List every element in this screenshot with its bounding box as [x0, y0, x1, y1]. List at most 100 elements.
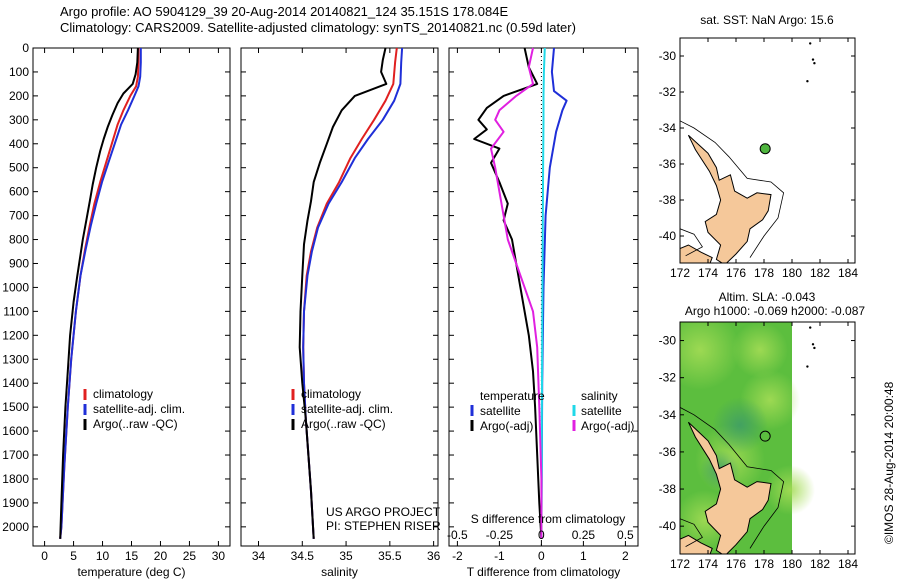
x-tick-label: 174: [698, 557, 718, 571]
x-tick-label: 35: [339, 549, 353, 563]
legend-label: Argo(-adj): [581, 419, 634, 433]
y-tick-label: 0: [22, 41, 29, 55]
x-axis-label: salinity: [321, 565, 358, 579]
y-tick-label: -36: [659, 157, 677, 171]
argo-float-marker: [759, 143, 771, 155]
sla-blob-dark: [712, 397, 768, 453]
sla-map-title: Altim. SLA: -0.043: [719, 290, 816, 304]
depth-contour: [680, 407, 785, 549]
x-tick-label-2: -0.5: [447, 528, 468, 542]
sla-blob: [680, 322, 740, 390]
y-tick-label: 1800: [2, 472, 29, 486]
x-tick-label: 25: [183, 549, 197, 563]
y-tick-label: -38: [659, 193, 677, 207]
x-tick-label: 178: [754, 557, 774, 571]
island-dot: [809, 42, 812, 45]
map-frame: [679, 321, 856, 555]
y-tick-label: -36: [659, 445, 677, 459]
legend-label: climatology: [93, 387, 153, 401]
x-tick-label: 0: [41, 549, 48, 563]
series-line-argo: [59, 47, 139, 539]
island-dot: [813, 346, 816, 350]
series-line-t_argo: [473, 47, 543, 539]
pi-annotation: PI: STEPHEN RISER: [326, 519, 441, 533]
x-tick-label: 178: [754, 266, 774, 280]
y-tick-label: 2000: [2, 520, 29, 534]
y-tick-label: -40: [659, 519, 677, 533]
land-north-island: [687, 421, 772, 554]
x-tick-label: 34: [252, 549, 266, 563]
island-dot: [811, 58, 815, 61]
depth-contour: [680, 120, 785, 258]
legend-label: satellite-adj. clim.: [93, 402, 185, 416]
island-dot: [806, 80, 809, 83]
x-tick-label: 1: [580, 549, 587, 563]
y-tick-label: -30: [659, 334, 677, 348]
y-tick-label: 1300: [2, 352, 29, 366]
depth-contour: [680, 228, 703, 257]
project-annotation: US ARGO PROJECT: [326, 505, 441, 519]
sla-blob: [765, 465, 815, 515]
land-north-island: [687, 134, 772, 263]
x-tick-label: 30: [212, 549, 226, 563]
y-tick-label: 1200: [2, 328, 29, 342]
land-south-island: [680, 244, 713, 263]
y-tick-label: -38: [659, 482, 677, 496]
x-tick-label-2: -0.25: [486, 528, 514, 542]
legend-label: climatology: [301, 387, 361, 401]
sst-map-title: sat. SST: NaN Argo: 15.6: [700, 13, 834, 27]
x-tick-label: 20: [154, 549, 168, 563]
x-axis-label: T difference from climatology: [467, 565, 621, 579]
y-tick-label: 1600: [2, 424, 29, 438]
x-axis-label: temperature (deg C): [77, 565, 185, 579]
y-tick-label: 200: [9, 89, 29, 103]
legend-label: Argo(-adj): [480, 419, 533, 433]
y-tick-label: 1100: [3, 304, 29, 318]
y-tick-label: -40: [659, 229, 677, 243]
x-tick-label: 2: [622, 549, 629, 563]
x-tick-label: 174: [698, 266, 718, 280]
legend-label: Argo(..raw -QC): [93, 417, 178, 431]
sla-blob: [732, 322, 788, 378]
island-dot: [811, 343, 815, 346]
x-tick-label: 176: [726, 266, 746, 280]
depth-contour: [680, 518, 703, 547]
y-tick-label: 900: [9, 256, 29, 270]
legend-title-salinity: salinity: [581, 389, 618, 403]
x-tick-label-2: 0.5: [617, 528, 634, 542]
x-tick-label: 176: [726, 557, 746, 571]
x-tick-label: 10: [96, 549, 110, 563]
x-tick-label: 5: [70, 549, 77, 563]
land-south-island: [680, 534, 713, 554]
x-tick-label: 172: [670, 266, 690, 280]
series-line-s_argo: [490, 47, 543, 539]
x-tick-label: 184: [838, 557, 858, 571]
sla-map: [680, 322, 816, 554]
x-tick-label: 0: [538, 549, 545, 563]
x-tick-label: -2: [452, 549, 463, 563]
x-tick-label: 180: [782, 557, 802, 571]
y-tick-label: -32: [659, 85, 677, 99]
legend-label: Argo(..raw -QC): [301, 417, 386, 431]
x-tick-label: 180: [782, 266, 802, 280]
x-tick-label: 15: [125, 549, 139, 563]
y-tick-label: -34: [659, 121, 677, 135]
y-tick-label: 800: [9, 233, 29, 247]
y-tick-label: 600: [9, 185, 29, 199]
x-tick-label: 35.5: [378, 549, 402, 563]
y-tick-label: -30: [659, 49, 677, 63]
y-tick-label: 1000: [2, 280, 29, 294]
y-tick-label: 1700: [2, 448, 29, 462]
y-tick-label: 1900: [2, 496, 29, 510]
argo-float-marker: [759, 430, 771, 442]
header-line-2: Climatology: CARS2009. Satellite-adjuste…: [60, 20, 576, 35]
legend-label: satellite: [581, 404, 622, 418]
x-tick-label: 182: [810, 557, 830, 571]
x-tick-label: 182: [810, 266, 830, 280]
series-line-argo: [298, 47, 388, 539]
legend-label: satellite-adj. clim.: [301, 402, 393, 416]
x-tick-label-2: 0: [538, 528, 545, 542]
y-tick-label: 500: [9, 161, 29, 175]
y-tick-label: -34: [659, 408, 677, 422]
